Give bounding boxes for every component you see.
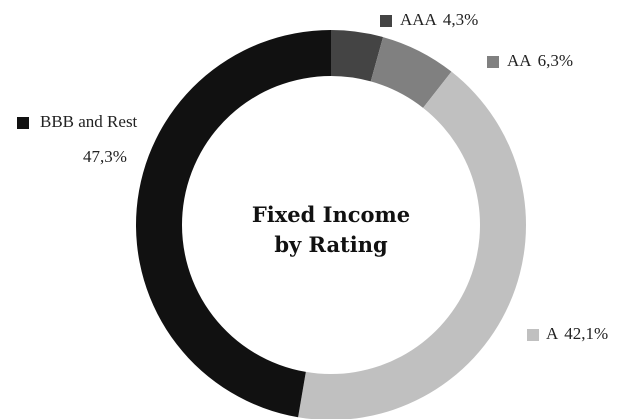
slice-label: A bbox=[546, 324, 559, 343]
legend-marker bbox=[487, 56, 499, 68]
slice-value-label: 4,3% bbox=[443, 10, 478, 29]
slice-value-label: 42,1% bbox=[564, 324, 608, 343]
donut-slice bbox=[298, 71, 526, 419]
donut-slice bbox=[370, 37, 452, 108]
slice-value-label: 47,3% bbox=[83, 147, 127, 166]
chart-title: Fixed Income by Rating bbox=[251, 202, 411, 257]
slice-label-group: AA 6,3% bbox=[507, 51, 573, 70]
slice-label-group: A 42,1% bbox=[546, 324, 608, 343]
legend-marker bbox=[380, 15, 392, 27]
donut-slice bbox=[331, 30, 384, 82]
slice-value-label: 6,3% bbox=[538, 51, 573, 70]
slice-label: BBB and Rest bbox=[40, 112, 138, 131]
donut-slice bbox=[135, 30, 331, 418]
slice-label-group: AAA 4,3% bbox=[400, 10, 478, 29]
legend-marker bbox=[17, 117, 29, 129]
slice-label: AAA bbox=[400, 10, 438, 29]
legend-marker bbox=[527, 329, 539, 341]
slice-label: AA bbox=[507, 51, 532, 70]
